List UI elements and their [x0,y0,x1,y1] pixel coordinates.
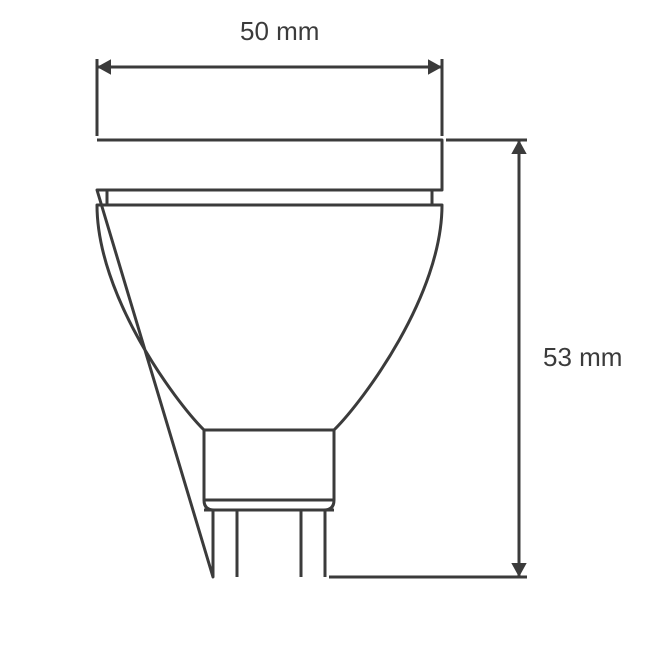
height-label: 53 mm [543,342,622,372]
width-label: 50 mm [240,16,319,46]
arrowhead-up-icon [511,140,526,154]
lamp-dimension-diagram: 50 mm 53 mm [0,0,650,650]
arrowhead-down-icon [511,563,526,577]
arrowhead-right-icon [428,59,442,74]
arrowhead-left-icon [97,59,111,74]
